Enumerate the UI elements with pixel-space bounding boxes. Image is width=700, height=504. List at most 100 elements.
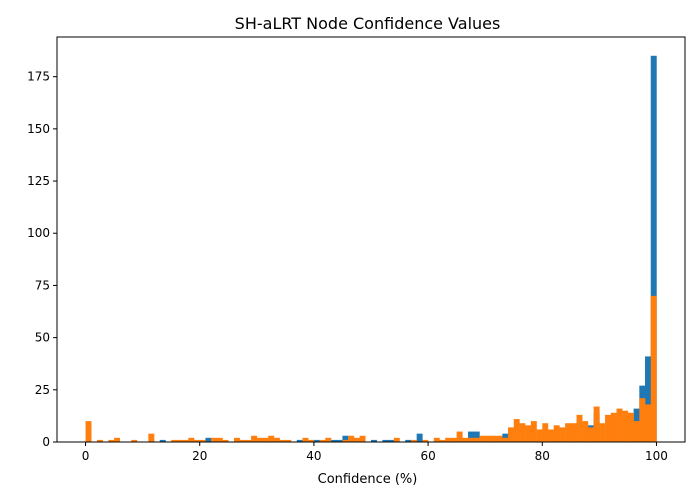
histogram-bar-series-2 [627, 412, 634, 442]
histogram-bar-series-1 [473, 431, 480, 442]
bars-layer [85, 55, 657, 442]
x-axis-label: Confidence (%) [318, 472, 418, 487]
y-tick-label: 75 [35, 278, 50, 292]
histogram-bar-series-2 [353, 437, 360, 442]
y-tick-label: 0 [42, 435, 50, 449]
histogram-bar-series-2 [131, 439, 138, 442]
histogram-bar-series-2 [108, 439, 115, 442]
histogram-bar-series-2 [542, 423, 549, 442]
histogram-bar-series-2 [211, 437, 218, 442]
histogram-bar-series-2 [433, 437, 440, 442]
histogram-bar-series-2 [96, 439, 103, 442]
x-tick-label: 40 [306, 449, 321, 463]
histogram-bar-series-2 [279, 439, 286, 442]
histogram-bar-series-1 [650, 55, 657, 442]
histogram-bar-series-2 [496, 435, 503, 442]
histogram-bar-series-2 [593, 406, 600, 442]
histogram-bar-series-1 [382, 439, 389, 442]
histogram-bar-series-2 [285, 439, 292, 442]
histogram-bar-series-2 [194, 439, 200, 442]
histogram-bar-series-1 [342, 435, 349, 442]
histogram-bar-series-2 [268, 435, 275, 442]
y-tick-label: 175 [27, 70, 50, 84]
histogram-bar-series-2 [114, 437, 121, 442]
histogram-bar-series-1 [388, 439, 395, 442]
histogram-bar-series-2 [85, 421, 92, 442]
histogram-bar-series-2 [182, 439, 189, 442]
histogram-bar-series-2 [171, 439, 178, 442]
histogram-bar-series-2 [188, 437, 195, 442]
histogram-bar-series-2 [525, 425, 532, 442]
histogram-bar-series-2 [559, 427, 566, 442]
histogram-bar-series-1 [371, 439, 377, 442]
histogram-bar-series-1 [468, 431, 475, 442]
histogram-bar-series-2 [239, 439, 246, 442]
y-tick-label: 100 [27, 226, 50, 240]
x-tick-label: 20 [192, 449, 207, 463]
histogram-bar-series-2 [468, 437, 475, 442]
histogram-bar-series-1 [405, 439, 412, 442]
histogram-bar-series-2 [576, 414, 583, 442]
histogram-bar-series-2 [462, 437, 469, 442]
histogram-bar-series-2 [502, 437, 509, 442]
histogram-bar-series-2 [639, 398, 646, 442]
histogram-bar-series-2 [245, 439, 252, 442]
histogram-bar-series-2 [439, 439, 446, 442]
histogram-bar-series-2 [456, 431, 463, 442]
histogram-bar-series-1 [296, 439, 303, 442]
histogram-bar-series-2 [256, 437, 263, 442]
histogram-bar-series-2 [359, 435, 366, 442]
histogram-bar-series-2 [176, 439, 183, 442]
histogram-bar-series-2 [422, 439, 429, 442]
histogram-bar-series-1 [313, 439, 320, 442]
y-tick-label: 50 [35, 331, 50, 345]
histogram-bar-series-2 [479, 435, 486, 442]
histogram-bar-series-2 [445, 437, 452, 442]
histogram-bar-series-2 [587, 427, 594, 442]
histogram-bar-series-2 [262, 437, 269, 442]
histogram-bar-series-2 [582, 421, 589, 442]
histogram-bar-series-2 [565, 423, 572, 442]
axes-layer: 0 20 40 60 80 100 0 25 50 75 100 125 150 175 [27, 36, 686, 463]
histogram-bar-series-2 [519, 423, 526, 442]
histogram-bar-series-2 [633, 421, 640, 442]
histogram-bar-series-2 [342, 439, 349, 442]
x-tick-label: 60 [420, 449, 435, 463]
histogram-bar-series-2 [216, 437, 223, 442]
histogram-bar-series-1 [336, 439, 343, 442]
histogram-bar-series-1 [331, 439, 337, 442]
histogram-bar-series-2 [199, 439, 206, 442]
histogram-bar-series-2 [308, 439, 315, 442]
histogram-bar-series-1 [159, 439, 166, 442]
histogram-bar-series-2 [547, 429, 554, 442]
x-tick-label: 0 [82, 449, 90, 463]
y-tick-label: 150 [27, 122, 50, 136]
histogram-bar-series-2 [616, 408, 623, 442]
y-tick-label: 25 [35, 383, 50, 397]
y-tick-label: 125 [27, 174, 50, 188]
chart-title: SH-aLRT Node Confidence Values [235, 14, 501, 33]
x-tick-label: 100 [645, 449, 668, 463]
histogram-bar-series-2 [393, 437, 400, 442]
histogram-bar-series-2 [325, 437, 332, 442]
histogram-bar-series-1 [416, 433, 423, 442]
histogram-bar-series-2 [410, 439, 417, 442]
histogram-bar-series-1 [205, 437, 212, 442]
histogram-bar-series-2 [450, 437, 457, 442]
x-tick-label: 80 [535, 449, 550, 463]
histogram-bar-series-2 [650, 295, 657, 442]
histogram-bar-series-2 [508, 427, 514, 442]
histogram-bar-series-2 [273, 437, 280, 442]
histogram-bar-series-2 [302, 437, 309, 442]
histogram-bar-series-2 [599, 423, 606, 442]
histogram-bar-series-2 [570, 423, 577, 442]
histogram-bar-series-1 [645, 356, 651, 442]
plot-frame [56, 36, 686, 443]
histogram-bar-series-2 [222, 439, 229, 442]
histogram-bar-series-2 [319, 439, 326, 442]
histogram-bar-series-2 [473, 437, 480, 442]
histogram-bar-series-2 [233, 437, 240, 442]
histogram-bar-series-2 [536, 429, 543, 442]
